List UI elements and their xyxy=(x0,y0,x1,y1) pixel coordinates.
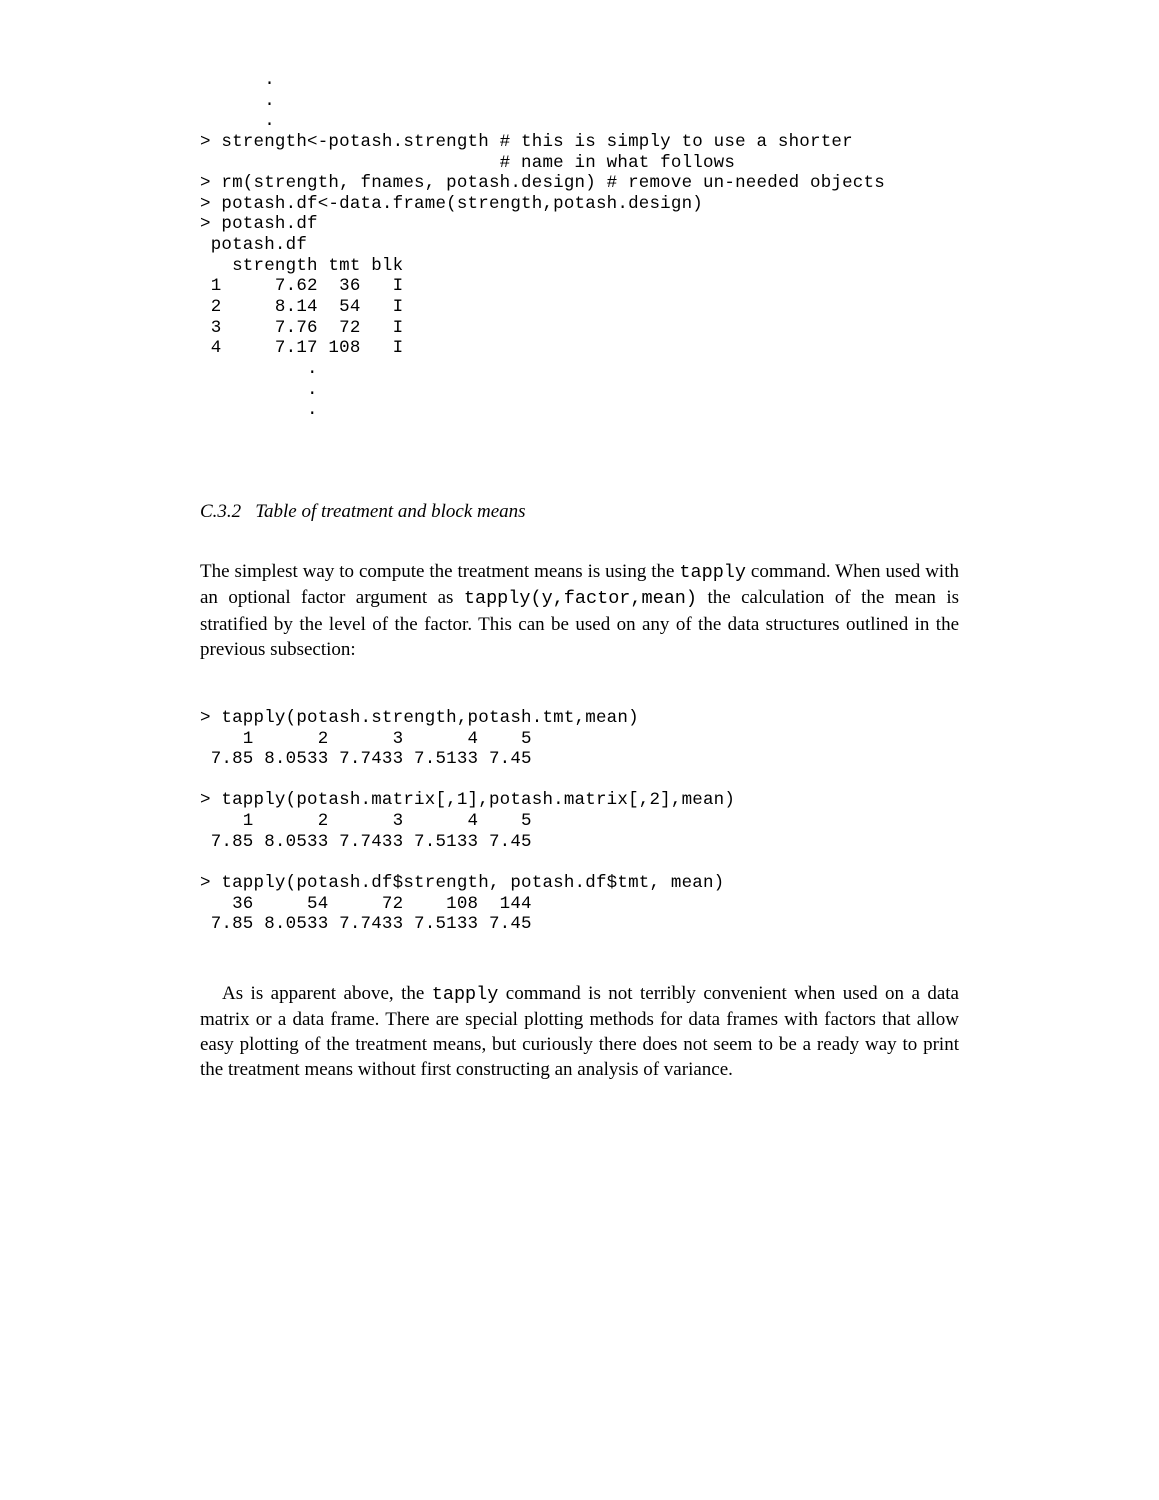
code-block-tapply: > tapply(potash.strength,potash.tmt,mean… xyxy=(200,708,959,935)
inline-code-tapply-call: tapply(y,factor,mean) xyxy=(464,588,697,609)
paragraph-2: As is apparent above, the tapply command… xyxy=(200,981,959,1083)
inline-code-tapply-1: tapply xyxy=(679,562,746,583)
page: . . . > strength<-potash.strength # this… xyxy=(0,0,1159,1500)
code-block-top: . . . > strength<-potash.strength # this… xyxy=(200,70,959,421)
section-heading: C.3.2 Table of treatment and block means xyxy=(200,501,959,523)
para1-text1: The simplest way to compute the treatmen… xyxy=(200,561,679,582)
section-title: Table of treatment and block means xyxy=(255,501,525,522)
paragraph-1: The simplest way to compute the treatmen… xyxy=(200,559,959,662)
para2-text1: As is apparent above, the xyxy=(222,983,432,1004)
inline-code-tapply-2: tapply xyxy=(432,984,499,1005)
section-number: C.3.2 xyxy=(200,501,241,522)
